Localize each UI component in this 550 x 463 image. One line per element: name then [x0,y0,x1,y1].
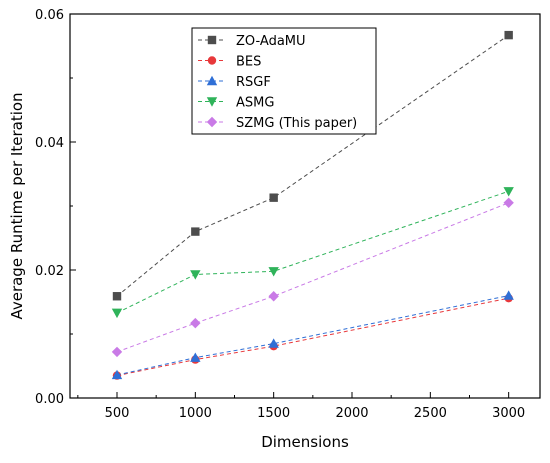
series-0 [112,30,513,301]
x-tick-label: 1000 [179,406,212,421]
data-point [111,308,123,319]
data-point [504,30,513,40]
legend-entry: RSGF [198,75,271,90]
x-tick-label: 2500 [414,406,447,421]
data-point [190,352,201,362]
series-line [116,202,509,353]
legend: ZO-AdaMU BES RSGF ASMG SZMG (This paper) [191,27,377,135]
data-point [190,317,201,329]
data-point [268,291,279,302]
legend-label: ZO-AdaMU [236,34,306,49]
x-tick-label: 3000 [492,406,525,421]
legend-marker [207,56,217,65]
data-point [503,187,514,197]
data-point [111,346,123,358]
legend-label: RSGF [236,75,271,90]
legend-entry: SZMG (This paper) [198,116,357,131]
x-tick-label: 2000 [335,406,368,421]
y-tick-label: 0.06 [35,8,64,23]
series-2 [111,290,514,380]
data-point [268,267,279,277]
series-1 [112,293,513,380]
legend-marker [206,97,218,107]
series-line [116,295,509,376]
legend-entry: ZO-AdaMU [198,34,306,49]
x-tick-label: 1500 [257,406,290,421]
legend-label: BES [236,55,261,70]
x-axis-title: Dimensions [261,433,349,451]
legend-marker [206,116,218,128]
series-3 [111,187,514,319]
series-4 [111,197,514,358]
y-tick-label: 0.02 [35,264,64,279]
series-line [116,34,509,297]
legend-label: ASMG [236,96,274,111]
axes: 500 1000 1500 2000 2500 3000 0.00 0.02 0.04 0.06 [35,8,541,421]
x-tick-label: 500 [105,406,130,421]
data-point [191,227,200,236]
legend-label: SZMG (This paper) [236,116,357,131]
data-point [503,197,514,208]
legend-entry: BES [198,55,261,70]
data-point [503,290,514,300]
data-point [269,193,278,202]
series-group [111,30,514,380]
data-point [111,369,123,380]
data-point [190,270,201,280]
series-line [116,297,509,377]
legend-marker [207,35,217,45]
y-tick-label: 0.00 [35,392,64,407]
data-point [112,292,122,301]
series-line [116,190,509,314]
y-tick-label: 0.04 [35,136,64,151]
legend-entry: ASMG [198,96,274,111]
data-point [268,338,279,348]
y-axis-title: Average Runtime per Iteration [8,92,26,319]
legend-marker [206,75,218,86]
